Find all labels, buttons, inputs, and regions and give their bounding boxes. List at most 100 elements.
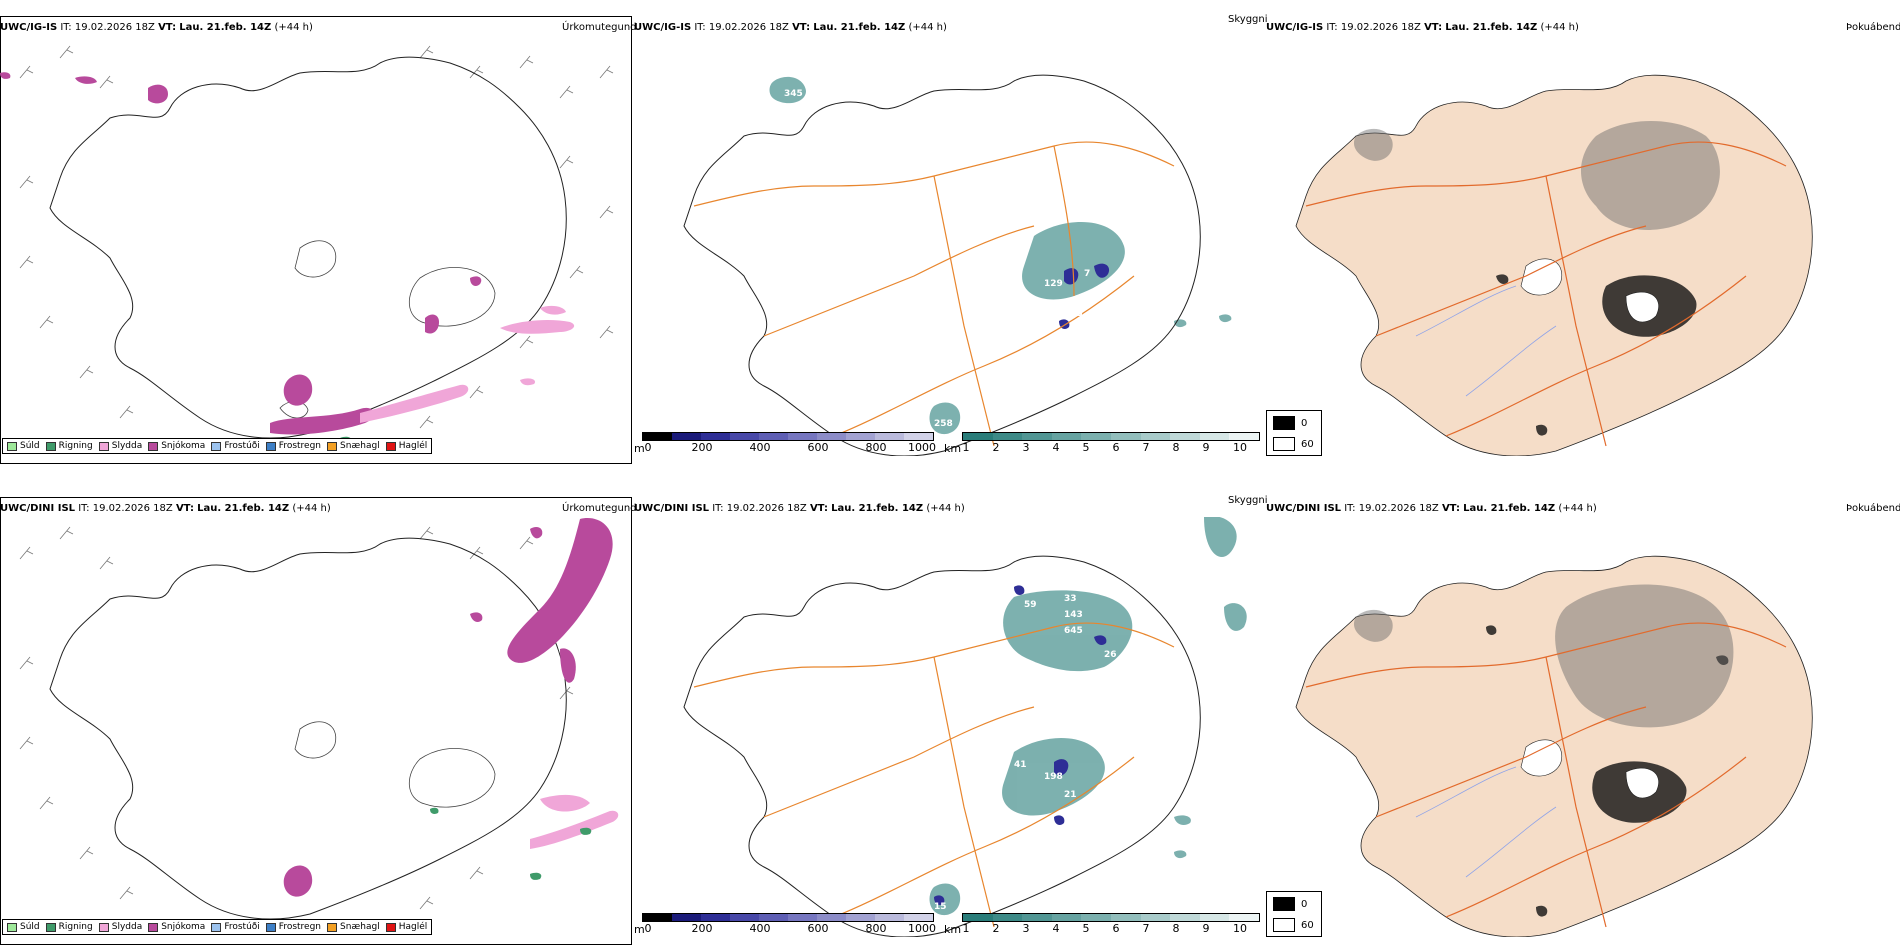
fog-roads — [1305, 622, 1787, 928]
fog-rivers — [1415, 766, 1557, 878]
ceiling-colorbar-2: m 0 200 400 600 800 1000 — [634, 913, 937, 936]
ceiling-tick: 200 — [691, 922, 713, 935]
iceland-outline — [49, 537, 567, 920]
vis-tick: 4 — [1052, 922, 1060, 935]
visibility-panel-1: UWC/IG-IS IT: 19.02.2026 18Z VT: Lau. 21… — [634, 14, 1268, 464]
ceiling-unit: m — [634, 923, 645, 936]
vis-label: 143 — [1064, 610, 1083, 620]
visibility-header-1: UWC/IG-IS IT: 19.02.2026 18Z VT: Lau. 21… — [634, 22, 947, 33]
wind-barbs — [19, 526, 574, 910]
ceiling-tick: 600 — [807, 441, 829, 454]
fog-roads — [1305, 141, 1787, 447]
precip-panel-1: UWC/IG-IS IT: 19.02.2026 18Z VT: Lau. 21… — [0, 14, 637, 464]
legend-item-slydda: Slydda — [98, 922, 142, 932]
precip-legend-1: Súld Rigning Slydda Snjókoma Frostúði Fr… — [2, 438, 433, 454]
vis-label: 105 — [1064, 309, 1083, 319]
fog-swatch — [1273, 437, 1295, 451]
vis-low-ceiling — [1059, 263, 1110, 329]
precip-panel-2: UWC/DINI ISL IT: 19.02.2026 18Z VT: Lau.… — [0, 495, 637, 945]
fog-swatch — [1273, 897, 1295, 911]
iceland-outline — [683, 74, 1201, 456]
legend-item-rigning: Rigning — [45, 922, 93, 932]
legend-swatch — [7, 922, 17, 932]
precip-map-2 — [19, 518, 619, 920]
glaciers — [294, 721, 496, 808]
visibility-ticks: 1 2 3 4 5 6 7 8 9 10 — [962, 922, 1260, 935]
vis-label: 15 — [934, 902, 947, 912]
fog-glaciers — [1520, 258, 1659, 323]
visibility-panel-2: UWC/DINI ISL IT: 19.02.2026 18Z VT: Lau.… — [634, 495, 1268, 945]
legend-swatch — [45, 922, 56, 932]
legend-swatch — [327, 922, 338, 932]
precip-title-1: Úrkomutegund — [562, 22, 637, 33]
vis-tick: 4 — [1052, 441, 1060, 454]
vis-cloud-areas — [769, 76, 1232, 435]
vis-tick: 10 — [1233, 441, 1247, 454]
visibility-map-2: 59 33 143 645 87 935 26 41 198 21 14 64 … — [683, 517, 1247, 937]
precip-legend-2: Súld Rigning Slydda Snjókoma Frostúði Fr… — [2, 919, 433, 935]
fog-header-2: UWC/DINI ISL IT: 19.02.2026 18Z VT: Lau.… — [1266, 503, 1597, 514]
legend-item-snjokoma: Snjókoma — [148, 922, 205, 932]
legend-item-rigning: Rigning — [45, 441, 93, 451]
fog-legend-row: 0 — [1273, 897, 1307, 911]
fog-grey-areas — [1353, 121, 1720, 230]
ceiling-ticks: 0 200 400 600 800 1000 — [642, 922, 937, 935]
visibility-title-2: Skyggni — [1228, 495, 1268, 506]
fog-legend-row: 60 — [1273, 437, 1314, 451]
ceiling-tick: 200 — [691, 441, 713, 454]
legend-item-frostregn: Frostregn — [265, 441, 321, 451]
ceiling-unit: m — [634, 442, 645, 455]
visibility-unit: km — [944, 442, 962, 455]
legend-item-frostudi: Frostúði — [211, 922, 260, 932]
visibility-colorbar-1: km 1 2 3 4 5 6 7 8 9 10 — [944, 432, 1260, 455]
vis-tick: 3 — [1022, 441, 1030, 454]
ceiling-ticks: 0 200 400 600 800 1000 — [642, 441, 937, 454]
visibility-header-2: UWC/DINI ISL IT: 19.02.2026 18Z VT: Lau.… — [634, 503, 965, 514]
vis-tick: 7 — [1142, 441, 1150, 454]
vis-cloud-areas — [929, 517, 1247, 916]
legend-swatch — [98, 922, 109, 932]
roads — [693, 141, 1175, 447]
precip-map-1 — [0, 45, 614, 454]
fog-legend-row: 60 — [1273, 918, 1314, 932]
visibility-map-1: 345 129 7 105 258 — [683, 74, 1232, 456]
vis-tick: 8 — [1172, 922, 1180, 935]
legend-item-sudd: Súld — [7, 441, 40, 451]
vis-label: 258 — [934, 419, 953, 429]
legend-swatch — [45, 441, 56, 451]
vis-tick: 2 — [992, 922, 1000, 935]
model-label: UWC/DINI ISL — [0, 503, 76, 514]
vis-label: 21 — [1064, 790, 1077, 800]
vis-tick: 3 — [1022, 922, 1030, 935]
ceiling-colorbar-cells — [642, 432, 934, 441]
legend-swatch — [148, 441, 159, 451]
vis-label: 14 — [1109, 755, 1122, 765]
ceiling-colorbar-cells — [642, 913, 934, 922]
visibility-ticks: 1 2 3 4 5 6 7 8 9 10 — [962, 441, 1260, 454]
fog-header-1: UWC/IG-IS IT: 19.02.2026 18Z VT: Lau. 21… — [1266, 22, 1579, 33]
fog-legend-1: 0 60 — [1266, 410, 1322, 456]
legend-item-haglel: Haglél — [385, 922, 427, 932]
row-1: UWC/IG-IS IT: 19.02.2026 18Z VT: Lau. 21… — [0, 14, 1900, 464]
visibility-colorbar-cells — [962, 432, 1260, 441]
legend-swatch — [7, 441, 17, 451]
visibility-unit: km — [944, 923, 962, 936]
legend-swatch — [148, 922, 159, 932]
vis-label: 7 — [1084, 269, 1090, 279]
vis-tick: 9 — [1202, 922, 1210, 935]
vis-label: 935 — [1174, 606, 1193, 616]
visibility-title-1: Skyggni — [1228, 14, 1268, 25]
fog-rivers — [1415, 285, 1557, 397]
ceiling-tick: 1000 — [908, 922, 936, 935]
ceiling-colorbar-1: m 0 200 400 600 800 1000 — [634, 432, 937, 455]
vis-label: 59 — [1024, 600, 1037, 610]
vis-label: 645 — [1064, 626, 1083, 636]
vis-tick: 2 — [992, 441, 1000, 454]
ceiling-tick: 0 — [644, 922, 652, 935]
fog-glaciers — [1520, 739, 1659, 799]
precip-header-2: UWC/DINI ISL IT: 19.02.2026 18Z VT: Lau.… — [0, 503, 331, 514]
legend-item-snaehagl: Snæhagl — [327, 922, 380, 932]
vis-tick: 5 — [1082, 441, 1090, 454]
precip-title-2: Úrkomutegund — [562, 503, 637, 514]
fog-swatch — [1273, 416, 1295, 430]
